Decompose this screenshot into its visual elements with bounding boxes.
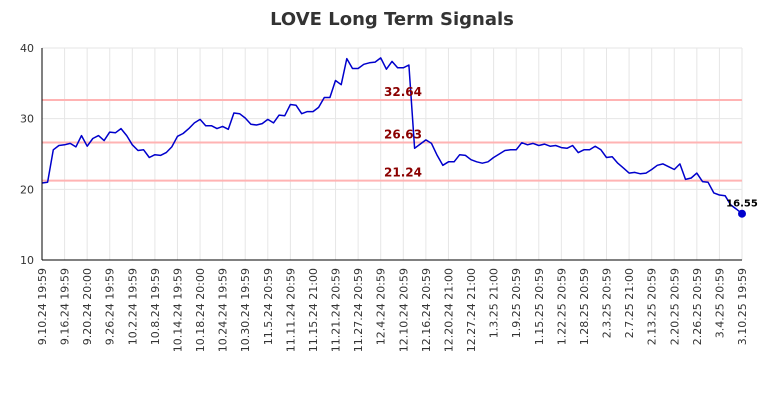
x-tick-label: 11.27.24 20:59 — [352, 268, 365, 352]
y-tick-label: 30 — [20, 113, 34, 126]
y-tick-label: 40 — [20, 42, 34, 55]
last-point-marker — [738, 209, 746, 218]
x-tick-label: 10.8.24 19:59 — [149, 268, 162, 345]
x-tick-label: 1.3.25 21:00 — [488, 268, 501, 338]
x-tick-label: 1.15.25 20:59 — [533, 268, 546, 345]
reference-line-label: 32.64 — [384, 85, 422, 99]
axes: 10 20 30 40 9.10.24 19:59 9.16.24 19:59 9.20.2… — [20, 42, 749, 352]
chart-title: LOVE Long Term Signals — [270, 9, 514, 30]
labels: 32.64 26.63 21.24 16.55 — [384, 85, 758, 210]
x-tick-label: 12.27.24 21:00 — [465, 268, 478, 352]
x-tick-label: 11.5.24 20:59 — [262, 268, 275, 345]
x-tick-label: 11.15.24 21:00 — [307, 268, 320, 352]
x-tick-label: 1.9.25 20:59 — [510, 268, 523, 338]
x-tick-label: 12.16.24 20:59 — [420, 268, 433, 352]
x-tick-label: 1.22.25 20:59 — [555, 268, 568, 345]
x-tick-label: 10.14.24 19:59 — [171, 268, 184, 352]
x-tick-label: 12.4.24 20:59 — [375, 268, 388, 345]
y-tick-label: 20 — [20, 183, 34, 196]
x-tick-label: 12.10.24 20:59 — [397, 268, 410, 352]
x-tick-label: 3.4.25 20:59 — [713, 268, 726, 338]
reference-lines — [42, 99, 742, 182]
x-tick-label: 1.28.25 20:59 — [578, 268, 591, 345]
x-tick-label: 10.30.24 19:59 — [239, 268, 252, 352]
x-tick-label: 10.18.24 20:00 — [194, 268, 207, 352]
x-tick-label: 11.21.24 20:59 — [330, 268, 343, 352]
reference-line-label: 21.24 — [384, 166, 422, 180]
x-tick-label: 2.7.25 21:00 — [623, 268, 636, 338]
x-tick-label: 10.2.24 19:59 — [126, 268, 139, 345]
x-tick-label: 2.3.25 20:59 — [601, 268, 614, 338]
price-line — [41, 57, 743, 215]
series — [41, 57, 746, 218]
last-point-label: 16.55 — [726, 199, 758, 210]
x-tick-label: 12.20.24 21:00 — [442, 268, 455, 352]
x-tick-label: 9.10.24 19:59 — [36, 268, 49, 345]
x-tick-label: 2.26.25 20:59 — [691, 268, 704, 345]
x-tick-label: 2.13.25 20:59 — [646, 268, 659, 345]
x-tick-label: 11.11.24 20:59 — [284, 268, 297, 352]
x-tick-label: 3.10.25 19:59 — [736, 268, 749, 345]
x-tick-label: 9.20.24 20:00 — [81, 268, 94, 345]
y-tick-label: 10 — [20, 254, 34, 267]
x-tick-label: 10.24.24 19:59 — [217, 268, 230, 352]
x-tick-label: 9.26.24 19:59 — [104, 268, 117, 345]
reference-line-label: 26.63 — [384, 127, 422, 141]
x-tick-label: 2.20.25 20:59 — [668, 268, 681, 345]
grid — [41, 47, 743, 261]
x-tick-label: 9.16.24 19:59 — [59, 268, 72, 345]
